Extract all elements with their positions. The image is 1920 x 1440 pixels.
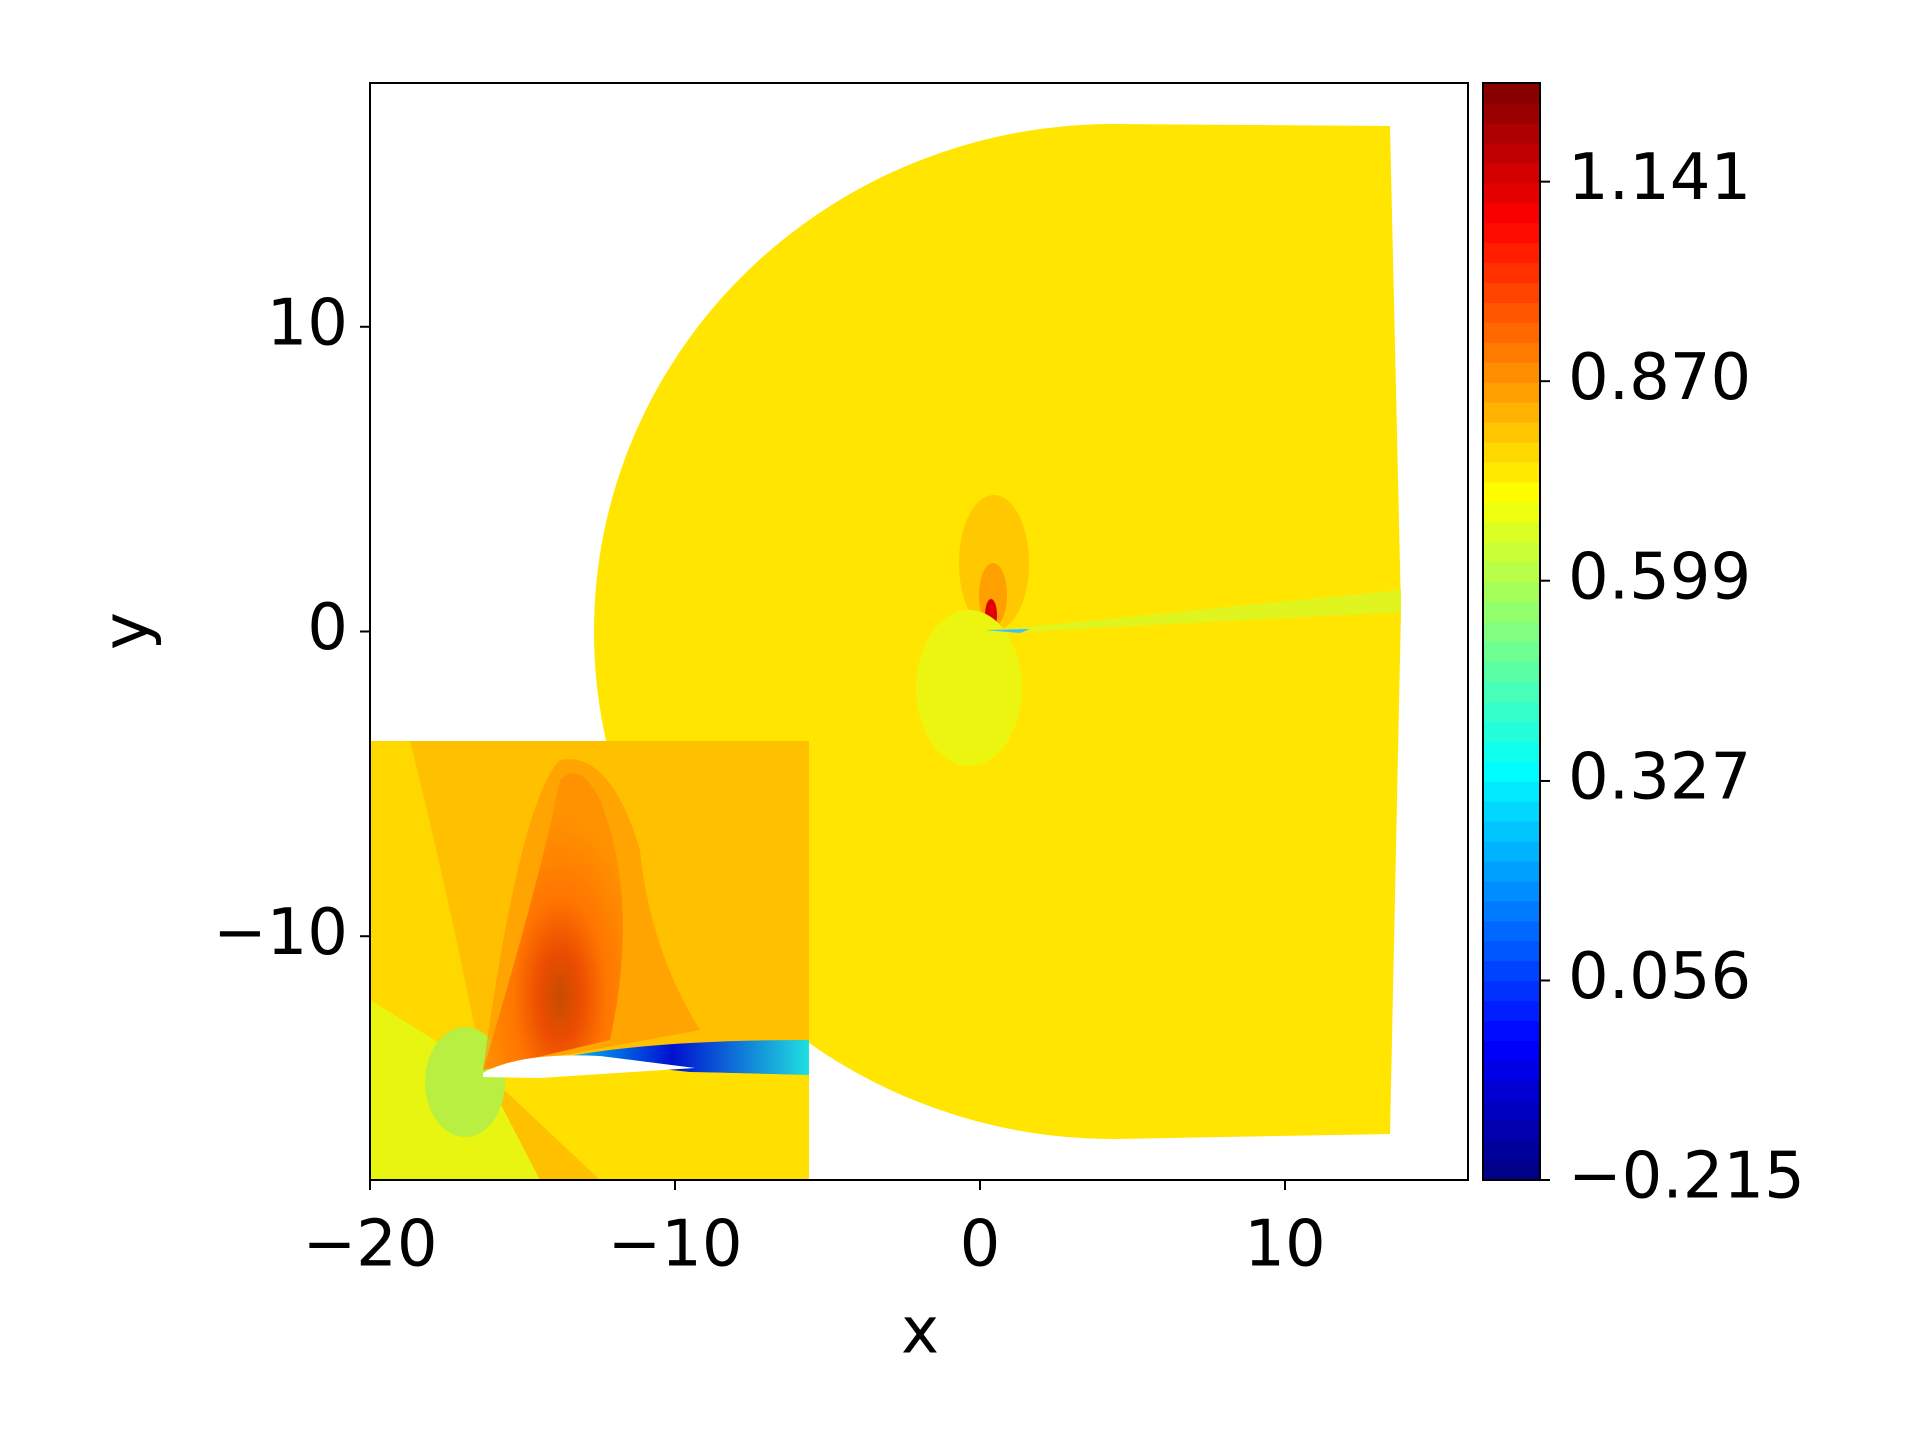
colorbar-band (1483, 242, 1540, 264)
pressure-region (916, 610, 1022, 766)
colorbar-frame (1482, 82, 1541, 1181)
suction-region (959, 495, 1029, 631)
inset-suction-outer (483, 759, 700, 1070)
colorbar-band (1483, 122, 1540, 144)
inset-wake (560, 1040, 809, 1075)
colorbar-band (1483, 860, 1540, 882)
colorbar-band (1483, 701, 1540, 722)
inset-stagnation (425, 1027, 505, 1137)
y-axis-label: y (90, 612, 164, 650)
colorbar-band (1483, 442, 1540, 463)
colorbar-tick-label: 0.599 (1568, 540, 1751, 614)
x-tick-label: 0 (960, 1208, 1001, 1282)
colorbar-band (1483, 980, 1540, 1002)
colorbar-band (1483, 721, 1540, 742)
colorbar-band (1483, 461, 1540, 483)
colorbar-band (1483, 1100, 1540, 1121)
y-tick-label: −10 (213, 896, 348, 970)
colorbar-band (1483, 521, 1540, 543)
colorbar-band (1483, 182, 1540, 204)
colorbar-tick-label: 0.870 (1568, 341, 1751, 415)
inset-lower-right (483, 1060, 809, 1180)
colorbar-band (1483, 222, 1540, 244)
colorbar-band (1483, 1000, 1540, 1022)
colorbar-band (1483, 681, 1540, 702)
colorbar-band (1483, 1080, 1540, 1101)
colorbar-band (1483, 801, 1540, 822)
colorbar-band (1483, 1020, 1540, 1041)
colorbar-band (1483, 781, 1540, 802)
x-tick-label: −20 (302, 1208, 437, 1282)
colorbar-band (1483, 402, 1540, 423)
wake-core (985, 629, 1030, 633)
colorbar-tick-label: −0.215 (1568, 1140, 1805, 1214)
airfoil (483, 1055, 695, 1078)
colorbar-band (1483, 581, 1540, 603)
colorbar-band (1483, 1040, 1540, 1061)
colorbar-band (1483, 282, 1540, 303)
colorbar-tick-label: 0.056 (1568, 940, 1751, 1014)
colorbar-band (1483, 661, 1540, 682)
colorbar-band (1483, 202, 1540, 224)
colorbar-band (1483, 940, 1540, 962)
inset (370, 741, 809, 1180)
colorbar-band (1483, 541, 1540, 563)
colorbar-band (1483, 481, 1540, 503)
colorbar-band (1483, 840, 1540, 862)
colorbar-band (1483, 601, 1540, 623)
colorbar-band (1483, 1060, 1540, 1081)
colorbar-band (1483, 900, 1540, 922)
colorbar-band (1483, 302, 1540, 323)
colorbar-tick-label: 0.327 (1568, 741, 1751, 815)
colorbar-band (1483, 761, 1540, 782)
colorbar-band (1483, 820, 1540, 842)
y-tick-label: 0 (307, 591, 348, 665)
colorbar-band (1483, 422, 1540, 443)
colorbar-band (1483, 621, 1540, 643)
colorbar-band (1483, 102, 1540, 124)
x-tick-label: −10 (607, 1208, 742, 1282)
x-tick-label: 10 (1244, 1208, 1325, 1282)
colorbar-band (1483, 960, 1540, 982)
colorbar-band (1483, 362, 1540, 383)
colorbar-band (1483, 262, 1540, 284)
colorbar-band (1483, 561, 1540, 583)
colorbar-tick-label: 1.141 (1568, 141, 1751, 215)
inset-left (370, 741, 483, 1070)
colorbar-band (1483, 162, 1540, 184)
colorbar-band (1483, 322, 1540, 343)
colorbar-band (1483, 382, 1540, 403)
wake (985, 590, 1401, 633)
colorbar-band (1483, 83, 1540, 104)
colorbar-band (1483, 1120, 1540, 1141)
y-tick-label: 10 (267, 286, 348, 360)
colorbar-band (1483, 501, 1540, 523)
colorbar-band (1483, 880, 1540, 902)
colorbar-band (1483, 342, 1540, 363)
colorbar-band (1483, 641, 1540, 663)
colorbar-band (1483, 1140, 1540, 1161)
colorbar-band (1483, 920, 1540, 942)
colorbar-band (1483, 741, 1540, 762)
colorbar-band (1483, 142, 1540, 164)
x-axis-label: x (901, 1295, 939, 1369)
colorbar-band (1483, 1160, 1540, 1181)
